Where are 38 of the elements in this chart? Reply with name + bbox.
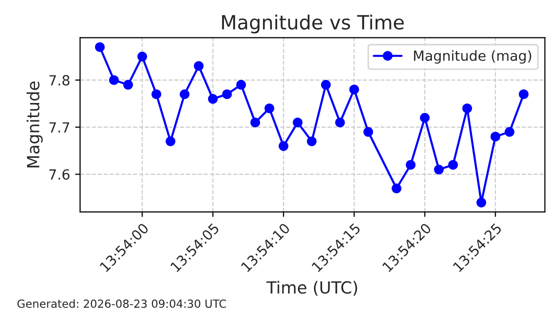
- point: [137, 52, 148, 62]
- point: [490, 132, 500, 142]
- point: [152, 89, 162, 100]
- point: [321, 80, 331, 90]
- point: [194, 61, 204, 71]
- point: [462, 103, 472, 114]
- text: Generated: 2026-08-23 09:04:30 UTC: [17, 299, 226, 308]
- chart-title: Magnitude vs Time: [222, 14, 404, 34]
- point: [180, 89, 190, 100]
- point: [95, 42, 105, 52]
- point: [109, 75, 119, 85]
- point: [420, 112, 430, 123]
- point: [208, 94, 218, 104]
- y-tick-label: 7.8: [49, 75, 70, 86]
- y-axis-title: Magnitude: [26, 82, 43, 168]
- x-axis-title: Time (UTC): [266, 280, 358, 296]
- point: [306, 136, 317, 146]
- point: [335, 118, 345, 128]
- point: [278, 141, 288, 151]
- point: [166, 136, 176, 146]
- y-tick-label: 7.7: [49, 122, 70, 132]
- point: [250, 118, 260, 128]
- point: [236, 80, 246, 90]
- point: [476, 198, 486, 208]
- point: [264, 103, 274, 114]
- point: [448, 160, 458, 170]
- point: [518, 89, 529, 100]
- y-tick-label: 7.6: [49, 169, 70, 180]
- point: [504, 127, 514, 137]
- point: [349, 84, 360, 94]
- point: [292, 118, 303, 128]
- point: [363, 127, 374, 137]
- point: [123, 80, 133, 90]
- point: [392, 184, 402, 194]
- point: [222, 89, 232, 100]
- point: [434, 164, 444, 174]
- point: [406, 160, 416, 170]
- legend-label: Magnitude (mag): [414, 50, 532, 64]
